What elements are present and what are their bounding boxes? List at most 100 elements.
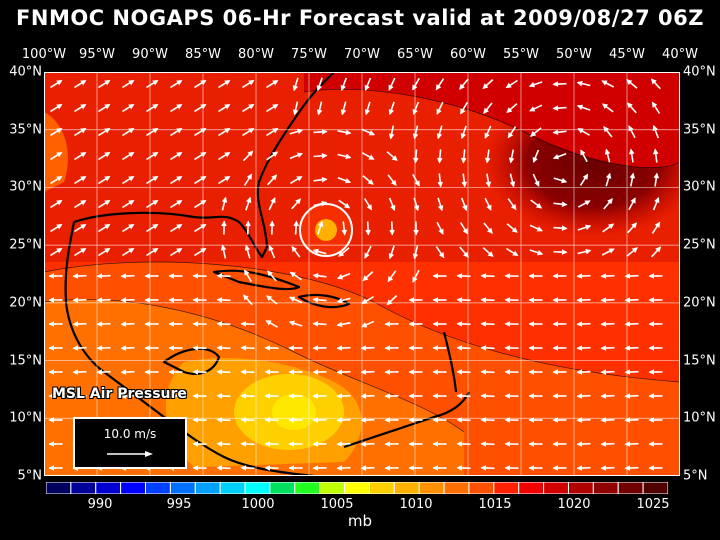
wind-vector-head	[272, 104, 279, 110]
wind-vector-head	[293, 220, 299, 227]
colorbar-segment	[269, 482, 296, 494]
wind-vector-head	[288, 345, 294, 351]
wind-vector-head	[483, 107, 489, 114]
wind-vector-head	[176, 200, 183, 206]
wind-vector-head	[651, 101, 658, 108]
wind-vector-head	[48, 393, 54, 399]
wind-vector-head	[120, 369, 127, 375]
wind-vector-head	[480, 297, 487, 303]
wind-vector-head	[200, 128, 207, 134]
wind-vector-head	[104, 224, 111, 230]
wind-vector-head	[72, 393, 79, 399]
wind-vector-head	[80, 80, 87, 86]
wind-vector-head	[512, 250, 519, 256]
wind-vector-head	[48, 465, 54, 471]
wind-vector-head	[242, 294, 249, 301]
wind-vector-head	[412, 108, 418, 116]
wind-vector-head	[312, 393, 319, 399]
wind-vector-head	[224, 104, 231, 110]
wind-vector-head	[128, 152, 135, 158]
latitude-label: 40°N	[683, 64, 716, 80]
latitude-label: 35°N	[9, 122, 42, 138]
wind-vector-head	[316, 84, 323, 92]
wind-vector-head	[152, 200, 159, 206]
coastlines	[64, 72, 470, 476]
wind-vector-head	[96, 345, 103, 351]
wind-vector-head	[648, 297, 654, 303]
wind-vector-head	[384, 465, 391, 471]
wind-vector-head	[360, 369, 367, 375]
wind-vector-head	[152, 176, 159, 182]
wind-vector-head	[654, 196, 660, 204]
wind-vector-head	[336, 465, 343, 471]
wind-vector-head	[221, 196, 228, 203]
wind-vector-head	[504, 321, 511, 327]
wind-vector-head	[456, 441, 463, 447]
wind-vector-head	[462, 204, 468, 212]
wind-vector-head	[104, 128, 111, 134]
wind-vector-head	[456, 417, 463, 423]
wind-vector-head	[240, 393, 247, 399]
wind-vector-head	[292, 109, 299, 116]
wind-vector-head	[80, 152, 87, 158]
wind-vector-head	[216, 369, 223, 375]
wind-vector-head	[216, 393, 223, 399]
wind-vector-head	[360, 417, 367, 423]
wind-vector-head	[120, 393, 127, 399]
wind-vector-head	[432, 297, 438, 303]
wind-vector-head	[128, 80, 135, 86]
pressure-wind-map	[44, 72, 680, 476]
wind-vector-head	[128, 200, 135, 206]
wind-vector-head	[128, 224, 135, 230]
wind-vector-head	[603, 126, 609, 133]
wind-vector-head	[534, 180, 540, 187]
wind-vector-head	[628, 125, 634, 132]
wind-vector-head	[552, 321, 558, 327]
wind-vector-head	[412, 276, 418, 283]
wind-vector-head	[104, 152, 111, 158]
wind-vector-head	[264, 393, 271, 399]
wind-vector-head	[128, 176, 135, 182]
colorbar-segment	[169, 482, 196, 494]
wind-vector-head	[96, 369, 103, 375]
wind-vector-head	[530, 131, 537, 137]
longitude-label: 90°W	[132, 47, 168, 62]
wind-vector-head	[200, 152, 207, 158]
wind-vector-head	[360, 465, 367, 471]
wind-vector-head	[297, 128, 304, 135]
longitude-label: 80°W	[238, 47, 274, 62]
wind-vector-head	[648, 345, 654, 351]
wind-vector-head	[224, 128, 231, 134]
wind-vector-head	[120, 273, 127, 279]
wind-vector-head	[56, 152, 63, 158]
wind-vector-head	[365, 229, 371, 236]
colorbar-segment	[368, 482, 395, 494]
wind-vector-head	[104, 248, 111, 254]
wind-vector-head	[288, 441, 294, 447]
wind-vector-head	[506, 107, 513, 114]
wind-vector-head	[200, 248, 207, 254]
wind-vector-head	[144, 369, 150, 375]
hurricane-eye	[315, 219, 337, 241]
wind-vector-head	[240, 345, 247, 351]
wind-vector-head	[312, 321, 319, 327]
wind-vector-head	[552, 81, 559, 87]
wind-vector-head	[317, 220, 324, 228]
wind-vector-head	[408, 297, 414, 303]
wind-vector-head	[507, 132, 514, 139]
wind-vector-head	[80, 248, 87, 254]
wind-vector-head	[152, 152, 159, 158]
wind-vector-head	[388, 133, 395, 140]
wind-vector-head	[216, 321, 223, 327]
wind-vector-head	[56, 200, 63, 206]
wind-vector-head	[528, 417, 534, 423]
wind-vector-head	[340, 109, 347, 116]
wind-vector-head	[48, 417, 54, 423]
pressure-low-core	[272, 394, 316, 430]
wind-vector-head	[216, 297, 223, 303]
wind-vector-head	[585, 224, 592, 231]
wind-vector-head	[528, 273, 534, 279]
wind-vector-head	[192, 297, 199, 303]
longitude-label: 55°W	[503, 47, 539, 62]
colorbar-segment	[518, 482, 545, 494]
